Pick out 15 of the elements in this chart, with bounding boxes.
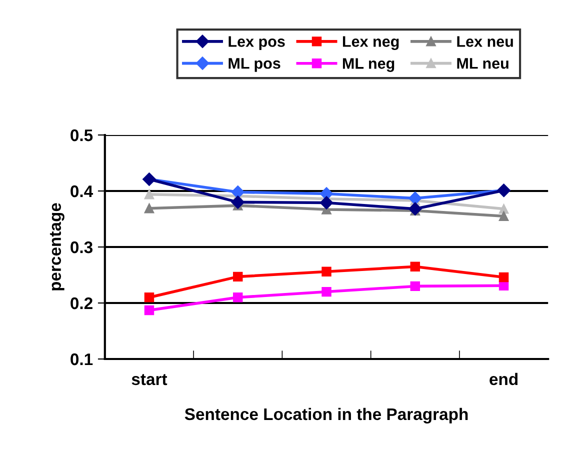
x-tick-label: start bbox=[132, 374, 168, 386]
y-tick-label: 0.3 bbox=[70, 241, 92, 254]
legend-label: Lex neg bbox=[342, 36, 399, 50]
x-tick-label: end bbox=[490, 372, 518, 386]
y-tick-label: 0.5 bbox=[70, 129, 93, 142]
legend-label: ML neg bbox=[342, 58, 394, 72]
y-axis-title: percentage bbox=[50, 203, 64, 290]
y-tick-label: 0.2 bbox=[70, 297, 92, 310]
legend-label: ML pos bbox=[228, 58, 280, 72]
legend-label: Lex pos bbox=[228, 36, 285, 50]
legend-label: ML neu bbox=[457, 58, 508, 69]
x-axis-title: Sentence Location in the Paragraph bbox=[184, 408, 468, 424]
legend-label: Lex neu bbox=[457, 36, 513, 47]
y-tick-label: 0.1 bbox=[70, 353, 93, 366]
y-tick-label: 0.4 bbox=[70, 185, 94, 198]
